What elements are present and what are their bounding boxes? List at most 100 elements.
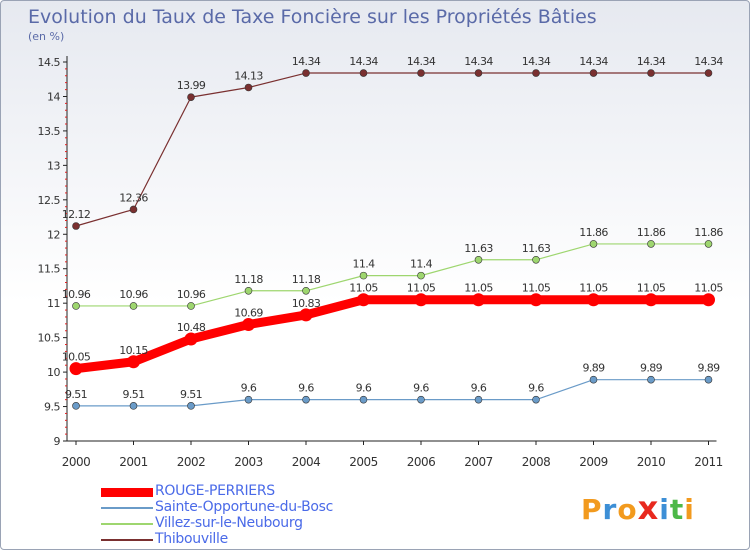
data-label: 14.34 <box>522 55 551 68</box>
data-point <box>644 293 658 307</box>
x-tick-label: 2010 <box>637 455 666 469</box>
data-point <box>129 302 138 310</box>
logo-letter: t <box>669 493 685 526</box>
proxiti-logo: Proxiti <box>581 489 695 527</box>
chart-title: Evolution du Taux de Taxe Foncière sur l… <box>28 6 597 28</box>
x-tick-label: 2004 <box>292 455 321 469</box>
data-label: 10.69 <box>234 307 263 320</box>
y-tick-label: 14.5 <box>38 56 61 69</box>
data-label: 11.86 <box>579 226 608 239</box>
data-point <box>474 255 483 264</box>
data-label: 14.34 <box>407 55 436 68</box>
legend-swatch <box>101 539 153 541</box>
data-label: 11.4 <box>352 258 375 271</box>
data-point <box>532 395 540 404</box>
data-label: 10.15 <box>119 344 148 357</box>
series-line <box>75 243 710 307</box>
data-point <box>72 222 80 230</box>
data-point <box>704 69 713 77</box>
y-tick-label: 11.5 <box>38 263 61 276</box>
data-point <box>187 93 195 101</box>
data-label: 10.48 <box>177 321 206 334</box>
data-label: 14.34 <box>292 55 321 68</box>
data-point <box>299 308 313 322</box>
logo-letter: o <box>617 493 638 526</box>
data-point <box>529 293 543 307</box>
data-label: 11.05 <box>579 282 608 295</box>
data-point <box>474 69 483 77</box>
data-label: 10.96 <box>177 288 206 301</box>
y-tick-label: 9.5 <box>44 401 60 414</box>
series-line <box>75 379 710 407</box>
data-point <box>129 205 138 214</box>
data-label: 9.6 <box>471 382 487 395</box>
data-label: 11.05 <box>694 282 723 295</box>
data-point <box>359 395 368 404</box>
y-tick-label: 13 <box>47 159 60 172</box>
data-point <box>647 69 655 77</box>
data-point <box>414 293 428 307</box>
data-label: 12.12 <box>62 208 91 221</box>
legend-label: ROUGE-PERRIERS <box>155 483 275 499</box>
data-point <box>359 69 368 77</box>
data-label: 9.6 <box>356 382 372 395</box>
logo-letter: P <box>581 493 603 526</box>
y-tick-label: 11 <box>47 297 60 310</box>
data-label: 11.63 <box>464 242 493 255</box>
data-point <box>302 286 310 295</box>
logo-letter: i <box>684 493 695 526</box>
data-point <box>244 286 253 295</box>
data-label: 9.6 <box>413 382 429 395</box>
series-line <box>71 295 713 374</box>
data-label: 14.34 <box>464 55 493 68</box>
logo-letter: r <box>602 493 618 526</box>
data-point <box>129 402 138 410</box>
data-point <box>184 332 198 346</box>
data-label: 9.89 <box>582 362 605 375</box>
x-tick-label: 2002 <box>177 455 206 469</box>
x-tick-label: 2003 <box>234 455 263 469</box>
y-tick-label: 9 <box>54 435 61 448</box>
data-label: 11.05 <box>522 282 551 295</box>
legend-swatch <box>101 507 153 509</box>
data-point <box>532 69 540 77</box>
data-point <box>417 271 425 280</box>
data-point <box>72 302 80 310</box>
data-point <box>647 375 655 384</box>
data-label: 14.34 <box>349 55 378 68</box>
legend-swatch <box>101 523 153 525</box>
data-label: 9.6 <box>241 382 257 395</box>
data-label: 10.05 <box>62 351 91 364</box>
y-tick-label: 10 <box>47 366 60 379</box>
data-point <box>589 375 598 384</box>
x-tick-label: 2000 <box>62 455 91 469</box>
logo-letter: x <box>637 489 660 527</box>
unit-label: (en %) <box>28 30 65 43</box>
data-point <box>302 69 310 77</box>
data-point <box>587 293 600 307</box>
x-tick-label: 2008 <box>522 455 551 469</box>
data-point <box>417 395 425 404</box>
legend-label: Villez-sur-le-Neubourg <box>155 515 303 531</box>
data-point <box>127 355 140 369</box>
x-tick-label: 2009 <box>579 455 608 469</box>
data-point <box>242 318 255 332</box>
data-label: 9.89 <box>697 362 720 375</box>
data-label: 11.4 <box>410 258 433 271</box>
y-tick-label: 10.5 <box>38 332 61 345</box>
data-label: 10.96 <box>119 288 148 301</box>
data-point <box>72 402 80 410</box>
data-label: 14.13 <box>234 69 263 82</box>
data-label: 14.34 <box>579 55 608 68</box>
data-point <box>244 83 253 92</box>
data-point <box>359 271 368 280</box>
data-label: 11.18 <box>234 273 263 286</box>
data-point <box>69 362 83 376</box>
data-label: 9.51 <box>180 388 202 401</box>
data-label: 11.18 <box>292 273 321 286</box>
series-line <box>75 72 710 227</box>
data-label: 14.34 <box>694 55 723 68</box>
x-tick-label: 2011 <box>694 455 723 469</box>
